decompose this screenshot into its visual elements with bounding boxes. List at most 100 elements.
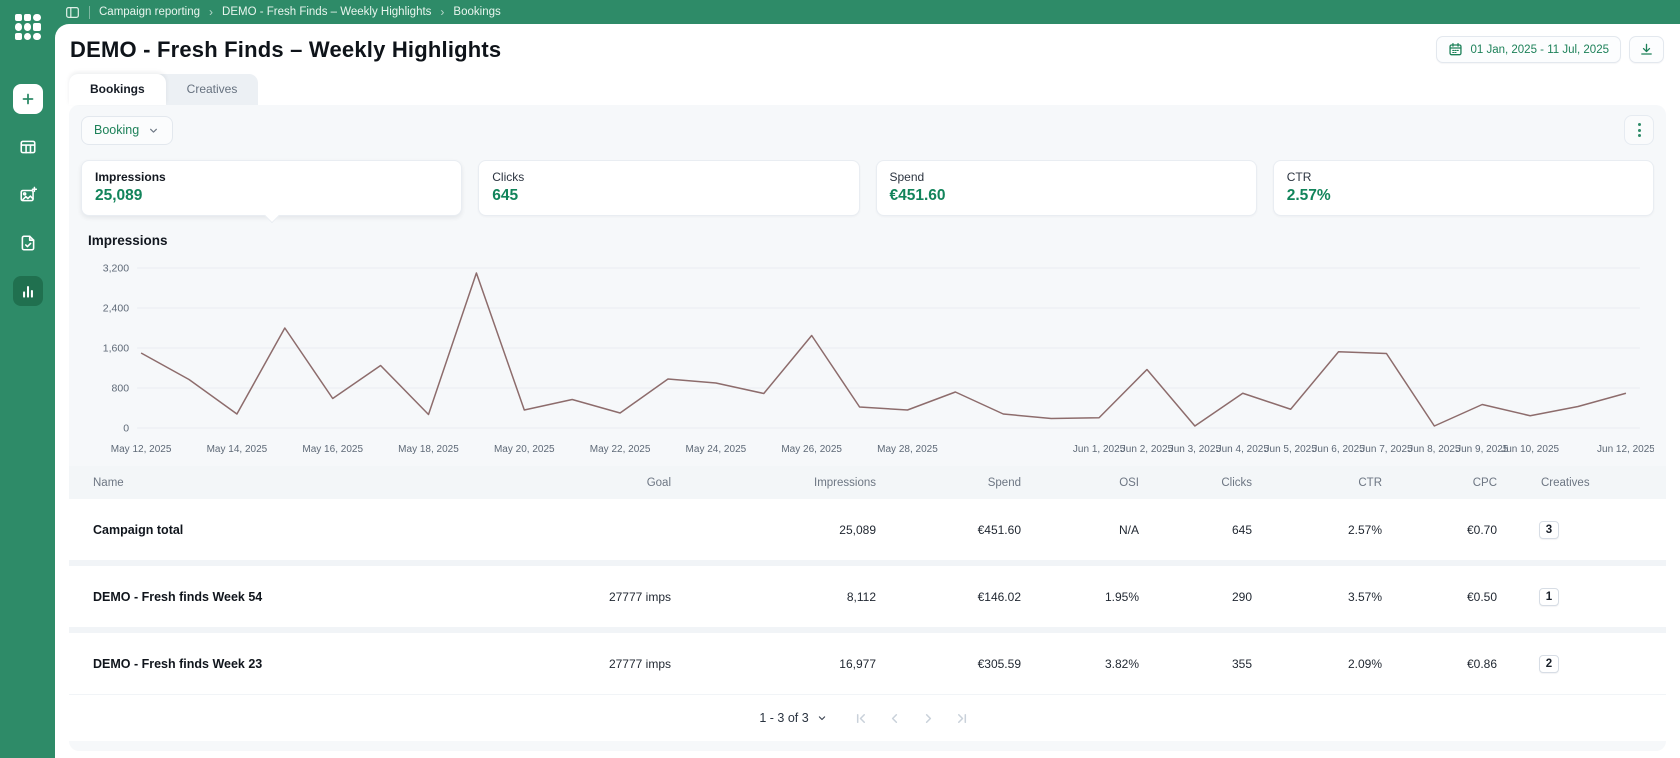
pagination-nav bbox=[848, 705, 976, 731]
column-header-impressions[interactable]: Impressions bbox=[671, 477, 876, 489]
chevron-right-icon: › bbox=[440, 5, 444, 19]
image-add-icon bbox=[19, 186, 37, 204]
kebab-dot bbox=[1638, 129, 1641, 132]
breadcrumb-item-2[interactable]: DEMO - Fresh Finds – Weekly Highlights bbox=[222, 6, 431, 18]
panel-toolbar: Booking bbox=[81, 115, 1654, 145]
svg-text:Jun 8, 2025: Jun 8, 2025 bbox=[1408, 444, 1461, 455]
metric-label: CTR bbox=[1287, 170, 1640, 184]
logo-dot bbox=[24, 23, 31, 30]
chevron-right-icon: › bbox=[209, 5, 213, 19]
panel-toggle-icon[interactable] bbox=[65, 5, 80, 20]
column-header-spend[interactable]: Spend bbox=[876, 477, 1021, 489]
booking-filter-dropdown[interactable]: Booking bbox=[81, 116, 173, 145]
metric-card-ctr[interactable]: CTR 2.57% bbox=[1273, 160, 1654, 216]
sidebar-item-bookings-table[interactable] bbox=[13, 132, 43, 162]
table-row-3[interactable]: DEMO - Fresh finds Week 2327777 imps16,9… bbox=[69, 633, 1666, 694]
pagination-range-selector[interactable]: 1 - 3 of 3 bbox=[759, 711, 827, 725]
previous-page-button[interactable] bbox=[882, 705, 908, 731]
svg-text:0: 0 bbox=[123, 423, 129, 435]
column-header-creatives[interactable]: Creatives bbox=[1497, 477, 1654, 489]
plus-icon bbox=[20, 91, 36, 107]
pagination-bar: 1 - 3 of 3 bbox=[69, 694, 1666, 741]
column-header-name[interactable]: Name bbox=[93, 477, 511, 489]
metric-card-clicks[interactable]: Clicks645 bbox=[478, 160, 859, 216]
metric-value: 25,089 bbox=[95, 187, 448, 205]
table-row-2[interactable]: DEMO - Fresh finds Week 5427777 imps8,11… bbox=[69, 566, 1666, 627]
column-header-clicks[interactable]: Clicks bbox=[1139, 477, 1252, 489]
creatives-count-badge: 1 bbox=[1539, 588, 1559, 606]
svg-text:May 16, 2025: May 16, 2025 bbox=[302, 444, 363, 455]
app-logo[interactable] bbox=[15, 14, 41, 40]
cell-osi: N/A bbox=[1021, 523, 1139, 537]
svg-text:May 14, 2025: May 14, 2025 bbox=[207, 444, 268, 455]
cell-creatives: 3 bbox=[1497, 521, 1654, 539]
column-header-goal[interactable]: Goal bbox=[511, 477, 671, 489]
breadcrumb-item-3: Bookings bbox=[453, 6, 500, 18]
tab-creatives[interactable]: Creatives bbox=[166, 74, 259, 105]
download-button[interactable] bbox=[1629, 36, 1664, 63]
metric-card-impressions[interactable]: Impressions 25,089 bbox=[81, 160, 462, 216]
cell-creatives: 2 bbox=[1497, 655, 1654, 673]
svg-text:Jun 2, 2025: Jun 2, 2025 bbox=[1121, 444, 1174, 455]
metric-value: €451.60 bbox=[890, 187, 1243, 205]
bookings-panel: Booking Impressions 25,089 Clicks645 Spend €… bbox=[69, 105, 1666, 751]
svg-text:Jun 7, 2025: Jun 7, 2025 bbox=[1360, 444, 1413, 455]
tab-bookings[interactable]: Bookings bbox=[69, 74, 166, 105]
cell-goal: 27777 imps bbox=[511, 590, 671, 604]
cell-cpc: €0.50 bbox=[1382, 590, 1497, 604]
metric-card-spend[interactable]: Spend €451.60 bbox=[876, 160, 1257, 216]
metric-value: 2.57% bbox=[1287, 187, 1640, 205]
metric-cards: Impressions 25,089 Clicks645 Spend €451.60 CT… bbox=[81, 160, 1654, 216]
cell-cpc: €0.70 bbox=[1382, 523, 1497, 537]
column-header-ctr[interactable]: CTR bbox=[1252, 477, 1382, 489]
creatives-count-badge: 3 bbox=[1539, 521, 1559, 539]
sidebar-item-creatives[interactable] bbox=[13, 180, 43, 210]
cell-cpc: €0.86 bbox=[1382, 657, 1497, 671]
cell-spend: €305.59 bbox=[876, 657, 1021, 671]
impressions-line-chart: 08001,6002,4003,200May 12, 2025May 14, 2… bbox=[81, 252, 1654, 460]
kebab-menu-button[interactable] bbox=[1624, 115, 1654, 145]
next-page-button[interactable] bbox=[916, 705, 942, 731]
svg-text:800: 800 bbox=[112, 383, 130, 395]
document-check-icon bbox=[19, 234, 37, 252]
logo-dot bbox=[33, 23, 40, 30]
column-header-cpc[interactable]: CPC bbox=[1382, 477, 1497, 489]
divider bbox=[89, 6, 90, 19]
svg-text:May 24, 2025: May 24, 2025 bbox=[686, 444, 747, 455]
cell-impressions: 8,112 bbox=[671, 590, 876, 604]
svg-text:1,600: 1,600 bbox=[103, 343, 129, 355]
svg-text:Jun 5, 2025: Jun 5, 2025 bbox=[1265, 444, 1318, 455]
breadcrumb: Campaign reporting › DEMO - Fresh Finds – … bbox=[99, 5, 501, 19]
first-page-button[interactable] bbox=[848, 705, 874, 731]
metric-label: Spend bbox=[890, 170, 1243, 184]
logo-dot bbox=[33, 33, 40, 40]
logo-dot bbox=[33, 14, 40, 21]
svg-text:3,200: 3,200 bbox=[103, 263, 129, 275]
bookings-table: NameGoalImpressionsSpendOSIClicksCTRCPCC… bbox=[69, 466, 1666, 694]
cell-osi: 1.95% bbox=[1021, 590, 1139, 604]
main-content: DEMO - Fresh Finds – Weekly Highlights 0… bbox=[55, 24, 1680, 758]
cell-ctr: 2.57% bbox=[1252, 523, 1382, 537]
previous-page-icon bbox=[887, 711, 902, 726]
page-title: DEMO - Fresh Finds – Weekly Highlights bbox=[70, 37, 1664, 63]
column-header-osi[interactable]: OSI bbox=[1021, 477, 1139, 489]
sidebar-item-proposals[interactable] bbox=[13, 228, 43, 258]
date-range-label: 01 Jan, 2025 - 11 Jul, 2025 bbox=[1470, 44, 1609, 56]
sidebar-item-reporting[interactable] bbox=[13, 276, 43, 306]
breadcrumb-item-1[interactable]: Campaign reporting bbox=[99, 6, 200, 18]
create-new-button[interactable] bbox=[13, 84, 43, 114]
cell-name: DEMO - Fresh finds Week 54 bbox=[93, 590, 511, 604]
first-page-icon bbox=[853, 711, 868, 726]
next-page-icon bbox=[921, 711, 936, 726]
metric-label: Impressions bbox=[95, 170, 448, 184]
cell-osi: 3.82% bbox=[1021, 657, 1139, 671]
page-header: DEMO - Fresh Finds – Weekly Highlights 0… bbox=[55, 24, 1680, 63]
impressions-chart-block: Impressions 08001,6002,4003,200May 12, 2… bbox=[81, 233, 1654, 460]
svg-text:May 12, 2025: May 12, 2025 bbox=[111, 444, 172, 455]
table-row-1[interactable]: Campaign total25,089€451.60N/A6452.57%€0… bbox=[69, 499, 1666, 560]
chevron-down-icon bbox=[147, 124, 160, 137]
table-icon bbox=[19, 138, 37, 156]
date-range-button[interactable]: 01 Jan, 2025 - 11 Jul, 2025 bbox=[1436, 36, 1621, 63]
last-page-button[interactable] bbox=[950, 705, 976, 731]
cell-creatives: 1 bbox=[1497, 588, 1654, 606]
